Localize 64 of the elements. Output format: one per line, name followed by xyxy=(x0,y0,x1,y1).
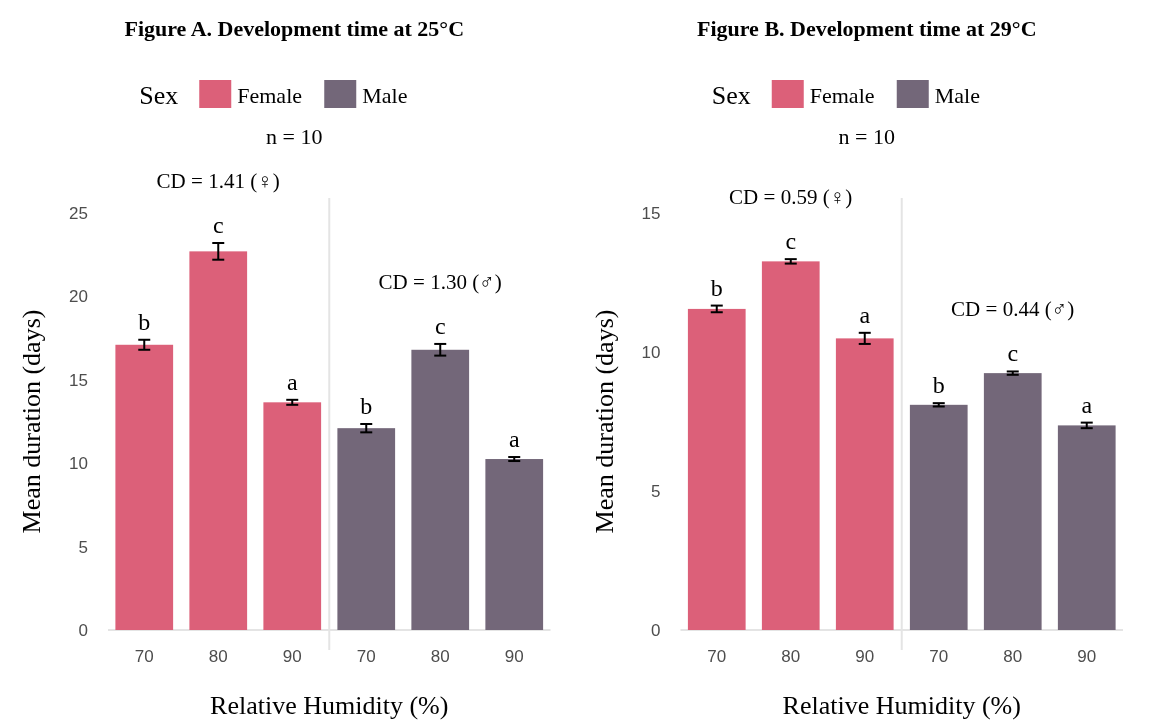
x-tick-label: 70 xyxy=(134,647,154,666)
bar xyxy=(835,338,894,630)
annotation: CD = 0.44 (♂) xyxy=(951,297,1075,322)
y-tick-label: 25 xyxy=(69,204,88,223)
data-label: a xyxy=(286,368,298,395)
bar xyxy=(337,428,396,630)
data-label: b xyxy=(360,393,373,419)
bar xyxy=(909,404,968,630)
text: CD = 0.59 (♀) xyxy=(729,185,853,210)
data-label: c xyxy=(1007,340,1019,367)
y-tick-label: 15 xyxy=(641,204,661,223)
y-tick-label: 10 xyxy=(69,454,88,474)
bar xyxy=(761,261,820,630)
data-label: c xyxy=(434,312,446,339)
y-tick-label: 20 xyxy=(69,287,88,307)
x-tick-label: 80 xyxy=(1003,647,1023,666)
x-tick-label: 70 xyxy=(356,647,376,666)
y-axis-title: Mean duration (days) xyxy=(589,309,619,534)
data-label: a xyxy=(859,301,871,328)
data-label: b xyxy=(710,274,723,301)
x-axis-title: Relative Humidity (%) xyxy=(210,691,449,720)
y-tick-label: 5 xyxy=(651,482,661,501)
bar xyxy=(189,251,248,630)
bar xyxy=(687,308,746,630)
y-tick-label: 10 xyxy=(641,343,661,362)
bar xyxy=(115,344,174,630)
x-tick-label: 80 xyxy=(208,647,228,666)
data-label: c xyxy=(785,228,797,255)
y-tick-label: 0 xyxy=(651,621,661,640)
data-label: a xyxy=(508,426,520,453)
bar xyxy=(485,459,544,630)
y-tick-label: 5 xyxy=(78,537,88,557)
x-tick-label: 90 xyxy=(504,647,524,666)
x-tick-label: 90 xyxy=(855,647,875,666)
data-label: a xyxy=(1081,391,1093,418)
legend-label: Female xyxy=(237,83,303,108)
x-tick-label: 70 xyxy=(929,647,949,666)
chart-subtitle: n = 10 xyxy=(266,124,323,149)
legend-label: Male xyxy=(934,83,980,108)
bar xyxy=(411,349,470,630)
chart-title: Figure A. Development time at 25°C xyxy=(124,16,465,41)
x-tick-label: 90 xyxy=(282,647,302,666)
data-label: c xyxy=(212,212,224,239)
legend-title: Sex xyxy=(139,81,179,110)
chart-title: Figure B. Development time at 29°C xyxy=(696,16,1037,41)
legend-title: Sex xyxy=(711,81,751,110)
data-label: b xyxy=(138,308,151,335)
chart-subtitle: n = 10 xyxy=(838,124,895,149)
data-label: b xyxy=(932,372,945,399)
x-tick-label: 80 xyxy=(430,647,450,666)
text: CD = 1.41 (♀) xyxy=(156,169,280,194)
x-axis-title: Relative Humidity (%) xyxy=(782,691,1021,720)
x-tick-label: 80 xyxy=(781,647,801,666)
y-axis-title: Mean duration (days) xyxy=(17,309,46,534)
y-tick-label: 0 xyxy=(78,621,88,640)
bar xyxy=(263,402,322,630)
y-tick-label: 15 xyxy=(69,370,88,390)
bar xyxy=(983,373,1042,630)
legend-label: Female xyxy=(809,83,875,108)
x-tick-label: 90 xyxy=(1077,647,1097,666)
bar xyxy=(1057,425,1116,630)
x-tick-label: 70 xyxy=(707,647,727,666)
legend-label: Male xyxy=(362,83,408,108)
annotation: CD = 1.30 (♂) xyxy=(378,269,502,294)
